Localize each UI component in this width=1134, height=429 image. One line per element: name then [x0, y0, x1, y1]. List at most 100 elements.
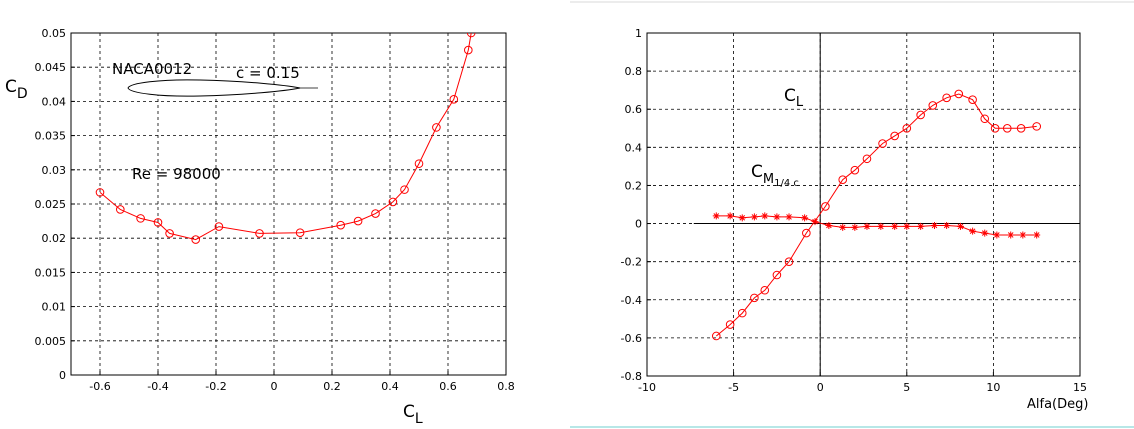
data-point — [750, 293, 759, 303]
data-point — [116, 205, 125, 214]
series-line — [715, 93, 1037, 337]
data-point — [432, 123, 441, 132]
plot-frame — [646, 32, 1081, 377]
series-clip-group — [95, 33, 476, 244]
data-point — [863, 222, 871, 230]
series — [95, 33, 476, 244]
x-tick-label: 0.8 — [497, 380, 515, 393]
x-tick-label: 0.6 — [439, 380, 457, 393]
y-tick-label: 0.045 — [35, 61, 67, 74]
data-point — [928, 101, 938, 110]
data-point — [295, 228, 305, 238]
cd-vs-cl-chart: -0.6 -0.4 -0.2 0 0.2 0.4 0.6 0.8 0 0.005 0.01 0.015… — [5, 27, 515, 427]
y-tick-label: 0.035 — [35, 130, 67, 143]
data-point — [414, 159, 424, 168]
x-tick-label: -0.2 — [205, 380, 226, 393]
data-point — [942, 93, 951, 103]
y-tick-label: 0 — [635, 218, 642, 231]
data-point — [400, 185, 409, 194]
y-axis-label: CD — [5, 77, 28, 102]
data-point — [825, 221, 833, 229]
data-point — [136, 214, 145, 223]
data-point — [811, 218, 819, 226]
y-tick-label: 0.025 — [35, 198, 67, 211]
y-tick-label: 0.2 — [625, 179, 643, 192]
data-point — [981, 229, 989, 237]
data-point — [773, 213, 781, 221]
cl-annotation: CL — [784, 86, 804, 110]
data-point — [214, 222, 224, 231]
data-point — [336, 220, 346, 230]
data-point — [968, 95, 977, 104]
y-tick-label: 0.02 — [42, 232, 67, 245]
y-tick-label: 0.8 — [625, 65, 643, 78]
plot-frame — [70, 32, 507, 376]
data-point — [726, 212, 734, 220]
y-tick-label: 0.04 — [42, 95, 67, 108]
tick-labels: -0.6 -0.4 -0.2 0 0.2 0.4 0.6 0.8 0 0.005 0.01 0.015… — [35, 27, 515, 393]
data-point — [785, 213, 793, 221]
x-tick-label: 0 — [817, 381, 824, 394]
data-point — [838, 175, 848, 185]
data-point — [890, 131, 899, 141]
data-point — [802, 228, 811, 238]
cl-cm-vs-alpha-chart: -10 -5 0 5 10 15 -0.8 -0.6 -0.4 -0.2 0 0.2 0.4 0.6 0.8… — [621, 27, 1089, 412]
reynolds-label: Re = 98000 — [132, 165, 221, 183]
data-point — [388, 197, 398, 207]
x-tick-label: -0.4 — [147, 380, 168, 393]
data-point — [1007, 231, 1015, 239]
data-point — [761, 212, 769, 220]
y-tick-label: -0.2 — [621, 256, 642, 269]
data-point — [464, 45, 473, 55]
data-point — [750, 213, 758, 221]
data-point — [990, 123, 1000, 133]
data-point — [353, 216, 363, 226]
data-point — [877, 222, 885, 230]
data-point — [772, 270, 782, 280]
x-tick-label: 15 — [1073, 381, 1087, 394]
cm-annotation-sub: M — [763, 172, 774, 187]
data-point — [711, 331, 721, 341]
series-clip-group — [711, 89, 1041, 341]
tick-labels: -10 -5 0 5 10 15 -0.8 -0.6 -0.4 -0.2 0 0.2 0.4 0.6 0.8… — [621, 27, 1087, 394]
data-point — [891, 222, 899, 230]
data-point — [1033, 231, 1041, 239]
y-tick-label: -0.4 — [621, 294, 642, 307]
data-point — [1019, 231, 1027, 239]
data-point — [466, 33, 476, 38]
data-point — [1016, 123, 1026, 133]
data-point — [916, 110, 925, 120]
data-point — [903, 222, 911, 230]
x-tick-label: 0 — [271, 380, 278, 393]
data-point — [902, 123, 912, 133]
data-point — [931, 221, 939, 229]
data-point — [738, 214, 746, 222]
series — [711, 89, 1041, 341]
data-point — [1032, 122, 1041, 131]
data-point — [255, 229, 264, 238]
x-axis-label: CL — [403, 402, 423, 427]
airfoil-name: NACA0012 — [112, 60, 192, 78]
data-point — [760, 285, 770, 295]
data-point — [712, 212, 720, 220]
x-axis-label-sub: L — [415, 411, 423, 427]
x-tick-label: -0.6 — [89, 380, 110, 393]
y-tick-label: 0.01 — [42, 301, 67, 314]
data-point — [954, 89, 964, 99]
series-line — [99, 33, 472, 241]
y-tick-label: 1 — [635, 27, 642, 40]
x-axis-label-main: C — [403, 402, 415, 422]
y-tick-label: 0.4 — [625, 141, 643, 154]
cm-annotation-subsub: 1/4 c — [774, 178, 799, 189]
data-point — [191, 235, 200, 244]
y-tick-label: 0.6 — [625, 103, 643, 116]
data-point — [956, 222, 964, 230]
data-point — [165, 229, 174, 238]
cl-annotation-sub: L — [796, 95, 804, 110]
data-point — [371, 209, 380, 218]
y-tick-label: 0.05 — [42, 27, 67, 40]
y-axis-label-sub: D — [17, 86, 28, 102]
data-point — [993, 231, 1001, 239]
data-point — [784, 257, 794, 266]
